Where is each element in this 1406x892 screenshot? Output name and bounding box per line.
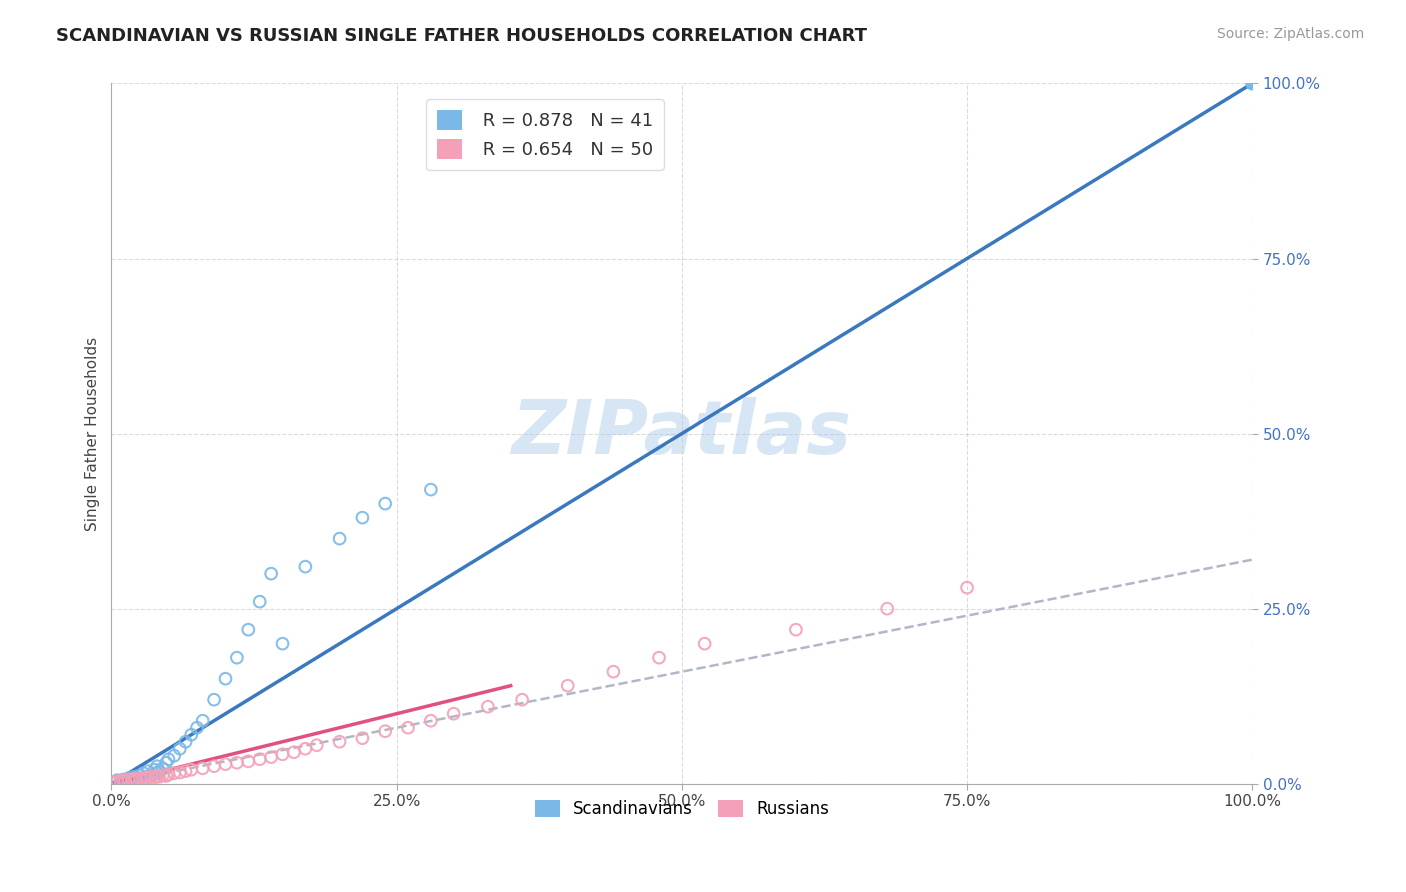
- Point: [186, 721, 208, 735]
- Point: [1241, 77, 1264, 91]
- Point: [111, 773, 134, 788]
- Point: [214, 672, 236, 686]
- Point: [122, 772, 145, 786]
- Point: [238, 623, 260, 637]
- Point: [329, 532, 352, 546]
- Point: [110, 773, 132, 788]
- Y-axis label: Single Father Households: Single Father Households: [86, 336, 100, 531]
- Point: [117, 771, 139, 785]
- Point: [169, 741, 191, 756]
- Point: [510, 692, 533, 706]
- Point: [174, 735, 197, 749]
- Point: [125, 771, 148, 785]
- Point: [305, 738, 328, 752]
- Point: [146, 766, 169, 780]
- Point: [163, 748, 186, 763]
- Point: [238, 755, 260, 769]
- Point: [180, 763, 202, 777]
- Point: [214, 757, 236, 772]
- Text: Source: ZipAtlas.com: Source: ZipAtlas.com: [1216, 27, 1364, 41]
- Point: [329, 735, 352, 749]
- Point: [129, 772, 152, 786]
- Point: [157, 752, 180, 766]
- Point: [477, 699, 499, 714]
- Point: [117, 772, 139, 787]
- Point: [146, 759, 169, 773]
- Point: [602, 665, 624, 679]
- Point: [1241, 77, 1264, 91]
- Point: [155, 756, 177, 770]
- Point: [225, 756, 247, 770]
- Point: [117, 773, 139, 788]
- Point: [169, 765, 191, 780]
- Point: [114, 773, 136, 788]
- Point: [374, 497, 396, 511]
- Point: [141, 768, 163, 782]
- Point: [135, 771, 157, 785]
- Point: [141, 770, 163, 784]
- Point: [143, 771, 166, 785]
- Legend: Scandinavians, Russians: Scandinavians, Russians: [529, 793, 835, 824]
- Point: [122, 770, 145, 784]
- Point: [396, 721, 419, 735]
- Point: [283, 745, 305, 759]
- Text: ZIPatlas: ZIPatlas: [512, 397, 852, 470]
- Point: [419, 714, 441, 728]
- Point: [294, 741, 316, 756]
- Point: [129, 768, 152, 782]
- Point: [249, 752, 271, 766]
- Point: [143, 763, 166, 777]
- Point: [419, 483, 441, 497]
- Point: [271, 637, 294, 651]
- Point: [876, 601, 898, 615]
- Point: [132, 772, 155, 786]
- Point: [163, 766, 186, 780]
- Point: [271, 747, 294, 762]
- Point: [111, 772, 134, 787]
- Point: [157, 767, 180, 781]
- Point: [105, 774, 128, 789]
- Point: [557, 679, 579, 693]
- Point: [155, 769, 177, 783]
- Point: [225, 650, 247, 665]
- Point: [148, 770, 170, 784]
- Point: [135, 770, 157, 784]
- Point: [152, 761, 174, 775]
- Point: [785, 623, 807, 637]
- Point: [174, 764, 197, 778]
- Point: [956, 581, 979, 595]
- Point: [129, 771, 152, 785]
- Point: [125, 772, 148, 787]
- Point: [146, 769, 169, 783]
- Point: [136, 771, 159, 785]
- Point: [374, 724, 396, 739]
- Point: [148, 764, 170, 778]
- Point: [105, 773, 128, 788]
- Point: [191, 761, 214, 775]
- Text: SCANDINAVIAN VS RUSSIAN SINGLE FATHER HOUSEHOLDS CORRELATION CHART: SCANDINAVIAN VS RUSSIAN SINGLE FATHER HO…: [56, 27, 868, 45]
- Point: [152, 768, 174, 782]
- Point: [249, 595, 271, 609]
- Point: [110, 774, 132, 789]
- Point: [121, 773, 143, 788]
- Point: [693, 637, 716, 651]
- Point: [294, 559, 316, 574]
- Point: [180, 728, 202, 742]
- Point: [103, 775, 125, 789]
- Point: [260, 566, 283, 581]
- Point: [136, 764, 159, 778]
- Point: [132, 766, 155, 780]
- Point: [260, 750, 283, 764]
- Point: [443, 706, 465, 721]
- Point: [202, 692, 225, 706]
- Point: [352, 510, 374, 524]
- Point: [352, 731, 374, 746]
- Point: [191, 714, 214, 728]
- Point: [648, 650, 671, 665]
- Point: [114, 773, 136, 788]
- Point: [202, 759, 225, 773]
- Point: [121, 772, 143, 786]
